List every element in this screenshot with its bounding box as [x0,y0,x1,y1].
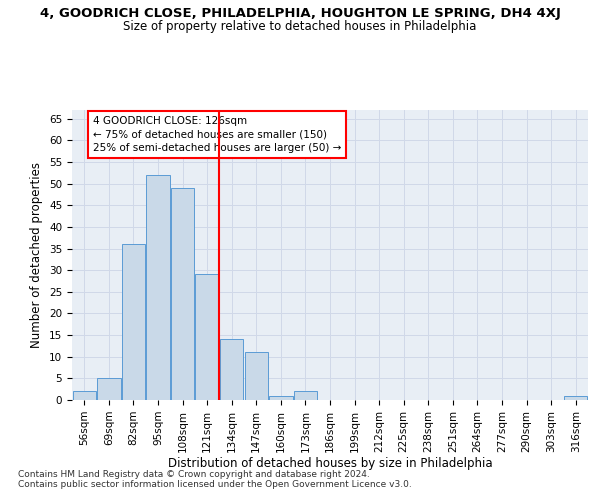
Bar [122,244,145,400]
X-axis label: Distribution of detached houses by size in Philadelphia: Distribution of detached houses by size … [167,458,493,470]
Bar [294,392,317,400]
Bar [269,396,293,400]
Bar [564,396,587,400]
Bar [245,352,268,400]
Text: Size of property relative to detached houses in Philadelphia: Size of property relative to detached ho… [124,20,476,33]
Bar [97,378,121,400]
Bar [73,392,96,400]
Bar [196,274,219,400]
Y-axis label: Number of detached properties: Number of detached properties [31,162,43,348]
Text: 4 GOODRICH CLOSE: 126sqm
← 75% of detached houses are smaller (150)
25% of semi-: 4 GOODRICH CLOSE: 126sqm ← 75% of detach… [93,116,341,153]
Bar [146,175,170,400]
Bar [171,188,194,400]
Text: Contains public sector information licensed under the Open Government Licence v3: Contains public sector information licen… [18,480,412,489]
Bar [220,340,244,400]
Text: Contains HM Land Registry data © Crown copyright and database right 2024.: Contains HM Land Registry data © Crown c… [18,470,370,479]
Text: 4, GOODRICH CLOSE, PHILADELPHIA, HOUGHTON LE SPRING, DH4 4XJ: 4, GOODRICH CLOSE, PHILADELPHIA, HOUGHTO… [40,8,560,20]
